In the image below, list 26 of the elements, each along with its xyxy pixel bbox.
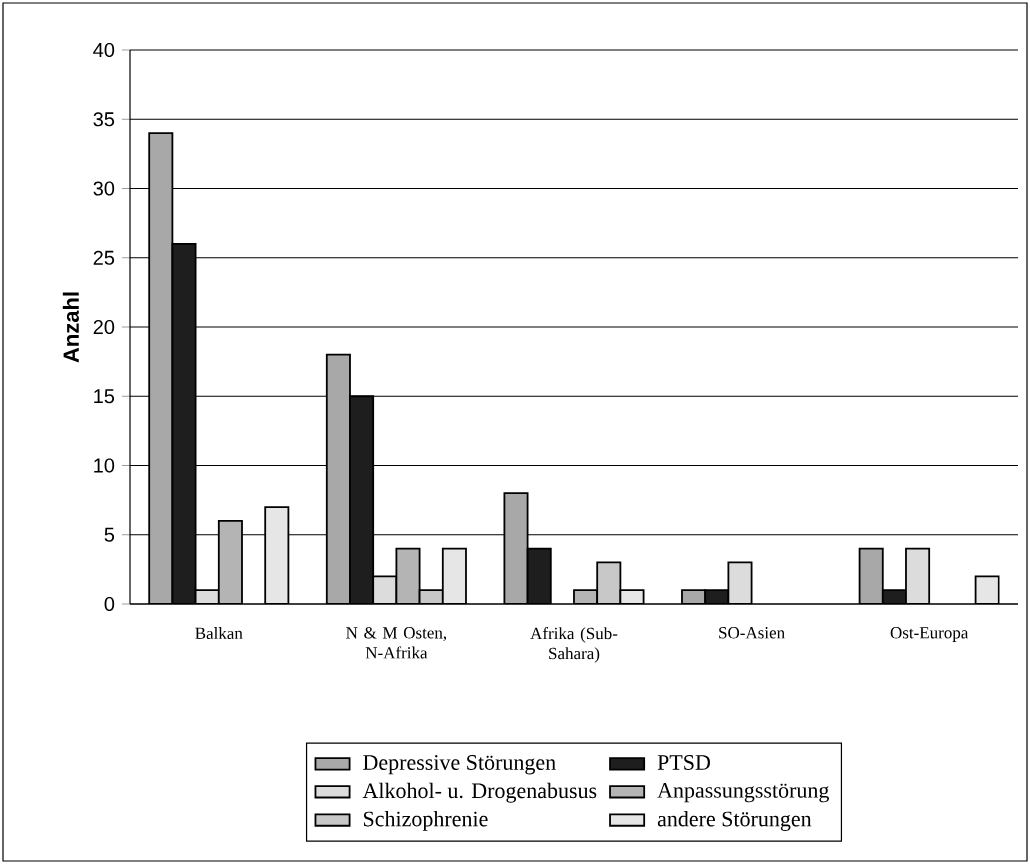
bar — [858, 547, 884, 604]
x-tick-label: Balkan — [195, 627, 243, 640]
y-tick-label: 35 — [93, 112, 115, 127]
legend-label: Alkohol- u. Drogenabusus — [362, 782, 597, 803]
legend-label: Anpassungsstörung — [657, 783, 829, 803]
y-tick-label: 25 — [93, 250, 115, 265]
legend-label: PTSD — [657, 755, 710, 770]
y-tick-label: 30 — [93, 181, 115, 196]
legend-label: Depressive Störungen — [363, 755, 556, 775]
y-tick-label: 0 — [104, 596, 115, 612]
y-tick-label: 15 — [94, 389, 115, 404]
x-tick-label: N & M Osten, N-Afrika — [346, 627, 447, 659]
bar — [148, 132, 174, 604]
bar — [727, 561, 753, 604]
y-tick-label: 5 — [104, 527, 115, 542]
x-tick-label: SO-Asien — [719, 627, 785, 639]
y-tick-label: 10 — [94, 458, 115, 473]
legend-label: andere Störungen — [657, 810, 812, 831]
x-tick-label: Ost-Europa — [890, 627, 969, 642]
y-tick-label: 20 — [93, 319, 115, 335]
legend-label: Schizophrenie — [363, 810, 488, 831]
y-tick-label: 40 — [93, 42, 115, 58]
bar — [503, 492, 529, 604]
y-axis-title: Anzahl — [62, 292, 79, 363]
bar — [325, 353, 351, 604]
x-tick-label: Afrika (Sub-Sahara) — [530, 627, 618, 663]
